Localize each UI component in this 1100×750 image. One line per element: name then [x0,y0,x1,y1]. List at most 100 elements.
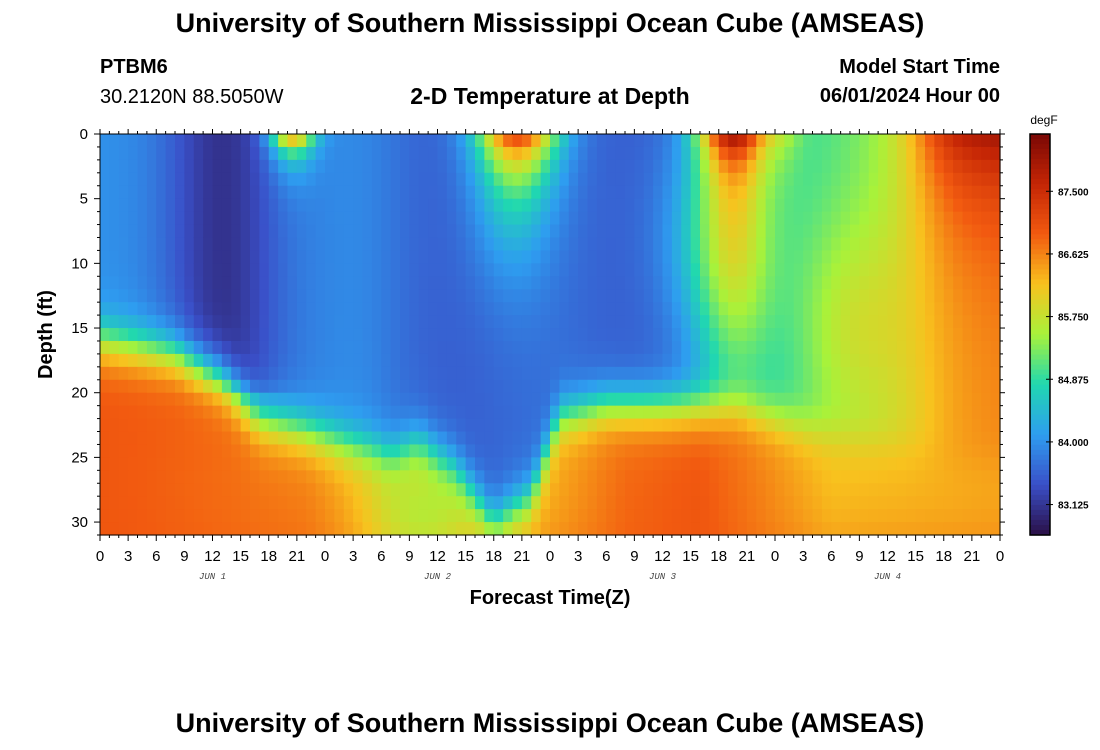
heatmap-cell [634,302,645,316]
colorbar-segment [1030,519,1050,526]
heatmap-cell [756,353,767,368]
heatmap-cell [325,211,335,226]
heatmap-cell [156,263,167,277]
heatmap-cell [118,224,129,239]
heatmap-cell [221,134,232,148]
heatmap-cell [371,315,382,329]
heatmap-cell [493,353,504,368]
heatmap-cell [334,444,345,458]
heatmap-cell [400,392,410,407]
heatmap-cell [287,353,298,368]
heatmap-cell [212,340,223,355]
heatmap-cell [100,470,110,484]
heatmap-cell [775,522,785,536]
heatmap-cell [934,405,945,420]
heatmap-cell [831,418,842,433]
heatmap-cell [878,263,889,277]
heatmap-cell [868,522,879,536]
heatmap-cell [653,237,664,252]
heatmap-cell [100,198,110,213]
heatmap-cell [390,146,401,161]
heatmap-cell [184,470,195,484]
heatmap-cell [925,379,935,394]
heatmap-cell [756,457,767,471]
heatmap-cell [175,509,185,523]
heatmap-cell [287,340,298,355]
heatmap-cell [306,159,317,174]
heatmap-cell [962,353,973,368]
colorbar-segment [1030,279,1050,285]
heatmap-cell [971,418,982,433]
heatmap-cell [193,224,204,239]
heatmap-cell [353,444,364,458]
heatmap-cell [353,366,364,381]
heatmap-cell [128,444,139,458]
heatmap-cell [118,134,129,148]
heatmap-cell [100,483,110,497]
heatmap-cell [981,302,992,316]
heatmap-cell [625,263,635,277]
colorbar-segment [1030,464,1050,471]
heatmap-cell [456,211,467,226]
colorbar-segment [1030,479,1050,486]
heatmap-cell [775,315,785,329]
heatmap-cell [606,302,617,316]
colorbar-segment [1030,444,1050,451]
heatmap-cell [362,302,373,316]
heatmap-cell [418,470,429,484]
heatmap-cell [521,250,532,264]
colorbar-segment [1030,389,1050,396]
heatmap-cell [212,276,223,290]
heatmap-cell [953,315,964,329]
heatmap-cell [746,418,757,433]
heatmap-cell [981,457,992,471]
heatmap-cell [325,328,335,342]
heatmap-cell [896,289,907,303]
heatmap-cell [971,366,982,381]
heatmap-cell [568,405,579,420]
heatmap-cell [400,172,410,187]
heatmap-cell [793,379,804,394]
heatmap-cell [212,405,223,420]
heatmap-cell [343,431,354,446]
heatmap-cell [437,366,448,381]
heatmap-cell [596,315,607,329]
heatmap-cell [428,496,439,510]
heatmap-cell [175,276,185,290]
heatmap-cell [578,172,589,187]
heatmap-cell [728,418,739,433]
heatmap-cell [606,457,617,471]
heatmap-cell [212,328,223,342]
heatmap-cell [156,379,167,394]
heatmap-cell [531,146,542,161]
heatmap-cell [259,134,270,148]
heatmap-cell [596,276,607,290]
heatmap-cell [259,315,270,329]
heatmap-cell [437,289,448,303]
heatmap-cell [231,496,242,510]
heatmap-cell [146,340,157,355]
heatmap-cell [634,224,645,239]
heatmap-cell [381,340,392,355]
heatmap-cell [240,353,251,368]
heatmap-cell [765,146,776,161]
heatmap-cell [990,302,1001,316]
heatmap-cell [540,159,551,174]
heatmap-cell [400,483,410,497]
colorbar-segment [1030,199,1050,205]
heatmap-cell [962,392,973,407]
heatmap-cell [456,483,467,497]
colorbar-tick-label: 87.500 [1058,187,1089,198]
heatmap-cell [634,146,645,161]
heatmap-cell [475,496,485,510]
heatmap-cell [831,405,842,420]
heatmap-cell [278,263,289,277]
heatmap-cell [493,418,504,433]
heatmap-cell [559,211,570,226]
heatmap-cell [700,353,710,368]
heatmap-cell [793,457,804,471]
heatmap-cell [325,146,335,161]
heatmap-cell [221,366,232,381]
heatmap-cell [934,392,945,407]
heatmap-cell [775,328,785,342]
